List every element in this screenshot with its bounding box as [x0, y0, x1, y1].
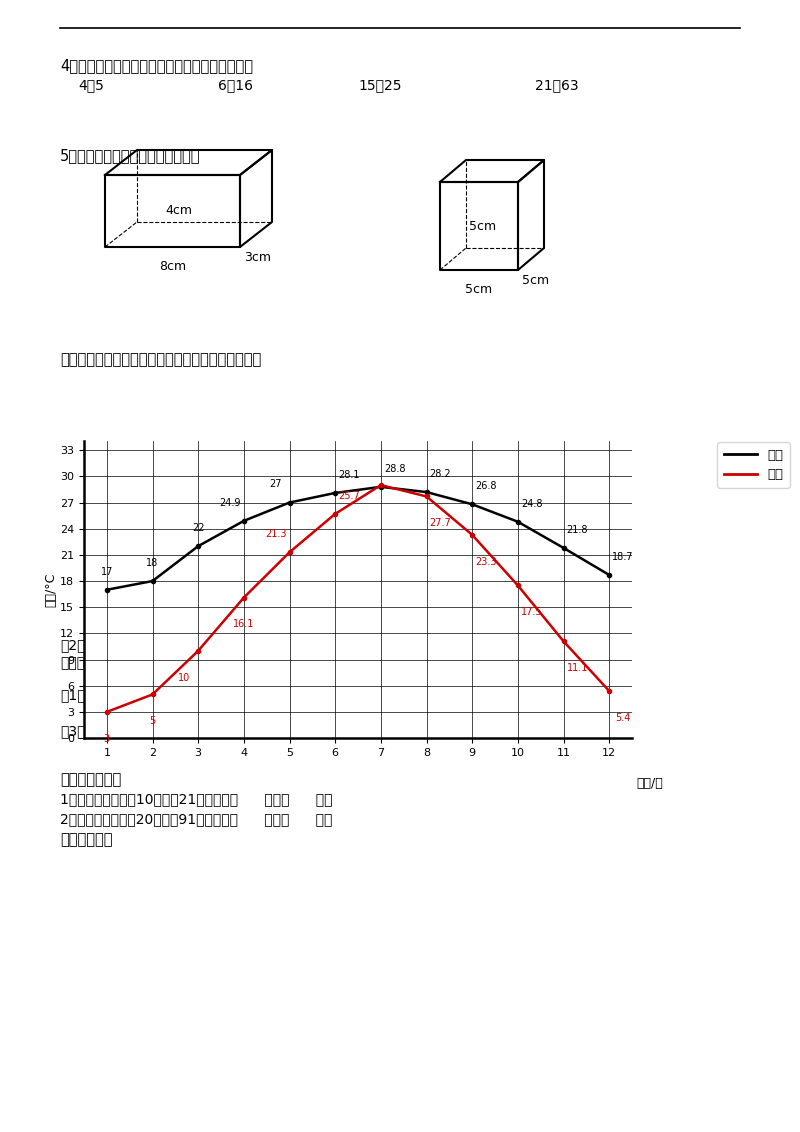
Text: 10: 10: [178, 672, 190, 683]
Text: 5cm: 5cm: [522, 274, 549, 288]
Text: 6和16: 6和16: [218, 78, 253, 92]
Text: （3）小明住在甲地，他们一家要在“五一”期间去乙地旅游，他们应该做哪些准备？: （3）小明住在甲地，他们一家要在“五一”期间去乙地旅游，他们应该做哪些准备？: [60, 724, 376, 738]
Text: 1、我们两个的和是10，积是21。我们是（      ）和（      ）。: 1、我们两个的和是10，积是21。我们是（ ）和（ ）。: [60, 792, 333, 806]
Text: 23.3: 23.3: [475, 557, 497, 567]
Text: （2）有一种树莓的生长期为5个月，最适宜的生长温度为7-10℃之间，这种植物适合在: （2）有一种树莓的生长期为5个月，最适宜的生长温度为7-10℃之间，这种植物适合…: [60, 638, 409, 652]
Text: 8cm: 8cm: [159, 260, 186, 273]
Text: 5cm: 5cm: [470, 220, 497, 232]
Text: 2、我们两个的和是20，积是91。我们是（      ）和（      ）。: 2、我们两个的和是20，积是91。我们是（ ）和（ ）。: [60, 812, 332, 826]
Text: 哪个地方种植？: 哪个地方种植？: [60, 657, 118, 670]
Text: 27: 27: [270, 480, 282, 489]
Text: 25.7: 25.7: [338, 491, 360, 500]
Text: 18.7: 18.7: [612, 552, 634, 561]
Text: 21.3: 21.3: [265, 529, 286, 539]
Text: 5、计算下面长方体和正方体的体积: 5、计算下面长方体和正方体的体积: [60, 148, 201, 163]
Legend: 甲地, 乙地: 甲地, 乙地: [717, 443, 790, 488]
Text: 3: 3: [104, 734, 110, 744]
Text: 5.4: 5.4: [615, 713, 630, 722]
Text: 24.8: 24.8: [521, 499, 542, 508]
Text: 28.2: 28.2: [430, 469, 451, 479]
Text: 15和25: 15和25: [358, 78, 402, 92]
Text: 5cm: 5cm: [466, 283, 493, 295]
Text: 5: 5: [150, 717, 156, 727]
Text: 11.1: 11.1: [566, 663, 588, 674]
Text: 16.1: 16.1: [233, 619, 254, 629]
Text: 4和5: 4和5: [78, 78, 104, 92]
Text: （1）根据统计图，判断一年气温变化的趋势？: （1）根据统计图，判断一年气温变化的趋势？: [60, 688, 236, 702]
Text: 27.7: 27.7: [430, 518, 451, 529]
Text: 4cm: 4cm: [166, 205, 193, 217]
Text: 17.5: 17.5: [521, 607, 542, 617]
Text: 五、操作题：甲、乙两地月平均气温见如下统计图。: 五、操作题：甲、乙两地月平均气温见如下统计图。: [60, 352, 262, 367]
Text: 28.1: 28.1: [338, 470, 360, 480]
Text: 七、解决问题: 七、解决问题: [60, 832, 113, 847]
Text: 26.8: 26.8: [475, 481, 497, 491]
Text: 24.9: 24.9: [219, 498, 241, 508]
Y-axis label: 气温/°C: 气温/°C: [44, 573, 58, 607]
Text: 21和63: 21和63: [535, 78, 578, 92]
Text: 28.8: 28.8: [384, 464, 406, 474]
Text: 4、找出下面每组数的最大公因数和最小公倍数。: 4、找出下面每组数的最大公因数和最小公倍数。: [60, 58, 253, 72]
Text: 时间/月: 时间/月: [637, 778, 663, 790]
Text: 22: 22: [192, 523, 205, 533]
Text: 六、猜数游戏：: 六、猜数游戏：: [60, 772, 122, 787]
Text: 17: 17: [101, 567, 113, 576]
Text: 18: 18: [146, 558, 158, 568]
Text: 21.8: 21.8: [566, 525, 588, 534]
Text: 3cm: 3cm: [244, 251, 271, 264]
